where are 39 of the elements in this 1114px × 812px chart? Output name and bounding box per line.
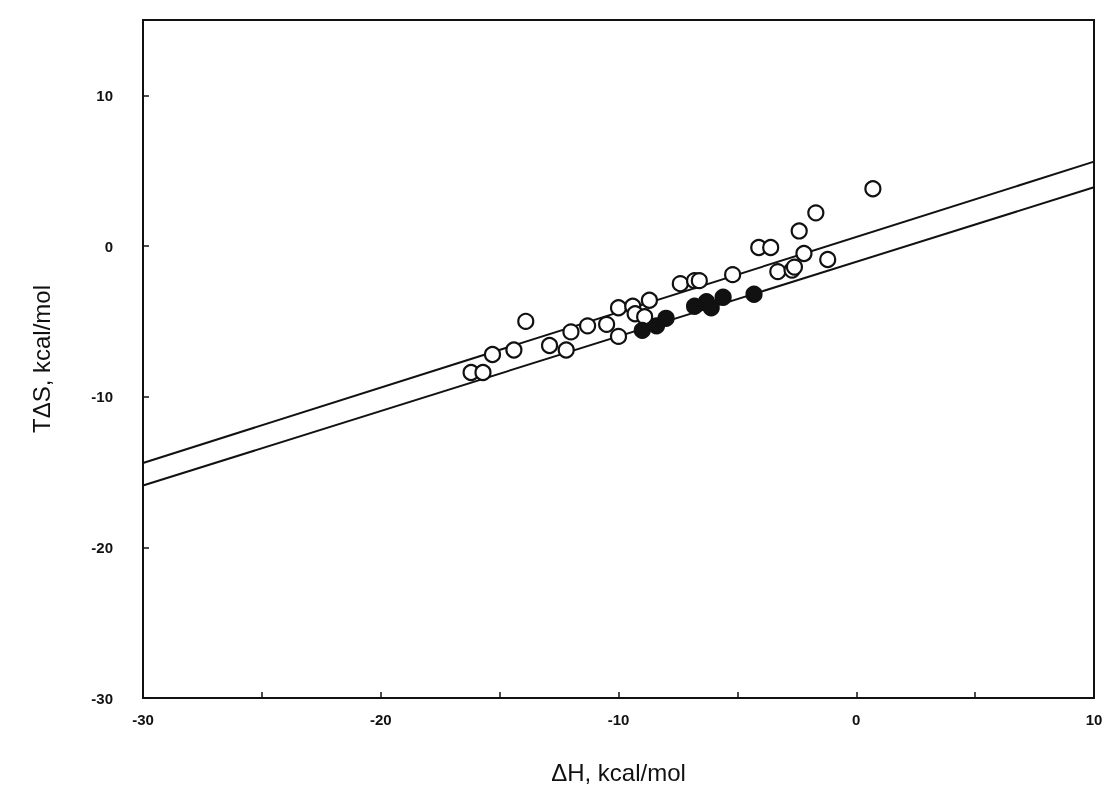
point	[790, 222, 808, 240]
x-tick-label: 10	[1085, 711, 1103, 728]
point	[640, 291, 659, 309]
y-tick-label: 0	[104, 237, 113, 255]
point	[864, 180, 882, 198]
point	[562, 323, 580, 341]
point	[579, 317, 597, 335]
point	[657, 309, 675, 327]
point	[724, 266, 742, 284]
x-tick-label: -10	[607, 711, 630, 728]
x-tick-label: -30	[132, 711, 154, 728]
point	[714, 288, 732, 306]
point	[807, 204, 825, 222]
point	[633, 321, 651, 339]
point	[671, 275, 689, 293]
point	[609, 299, 628, 317]
point	[483, 345, 502, 364]
point	[745, 285, 763, 303]
point	[540, 336, 559, 355]
point	[690, 272, 708, 290]
y-tick-label: -10	[91, 388, 113, 406]
point	[609, 327, 628, 345]
point	[474, 363, 492, 382]
x-tick-label: 0	[852, 711, 861, 728]
point	[769, 263, 787, 281]
x-tick-label: -20	[369, 711, 392, 728]
y-axis-title: TΔS, kcal/mol	[27, 284, 55, 434]
y-tick-label: 10	[96, 86, 113, 104]
point	[557, 341, 575, 359]
point	[819, 250, 837, 269]
point	[505, 341, 523, 359]
y-tick-label: -20	[91, 538, 113, 556]
point	[598, 315, 616, 333]
point	[762, 238, 780, 257]
y-tick-label: -30	[91, 689, 113, 707]
point	[795, 244, 813, 263]
x-axis-title: ΔH, kcal/mol	[551, 758, 686, 786]
point	[702, 299, 720, 317]
point	[517, 312, 535, 330]
